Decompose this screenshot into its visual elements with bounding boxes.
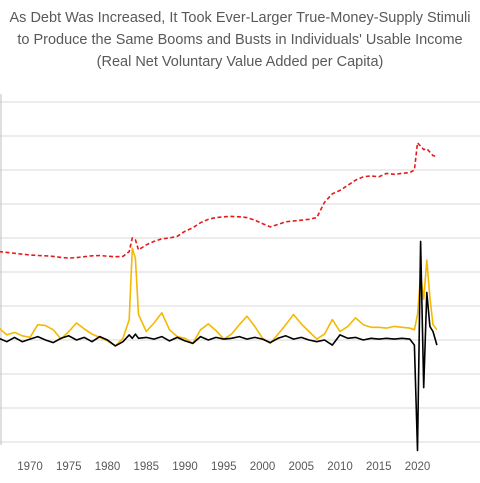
x-tick-label: 1980	[95, 461, 121, 473]
chart-title-line-3: (Real Net Voluntary Value Added per Capi…	[96, 54, 384, 70]
gridlines	[0, 101, 480, 443]
x-tick-label: 2015	[366, 461, 392, 473]
x-tick-label: 1985	[133, 461, 159, 473]
chart-title: As Debt Was Increased, It Took Ever-Larg…	[0, 0, 480, 80]
x-tick-label: 2020	[405, 461, 431, 473]
x-tick-label: 2000	[250, 461, 276, 473]
black-series-line	[0, 240, 438, 452]
x-tick-label: 1995	[211, 461, 237, 473]
red-dashed-series-line	[0, 142, 438, 259]
chart-title-line-2: to Produce the Same Booms and Busts in I…	[17, 32, 463, 48]
x-tick-label: 1975	[56, 461, 82, 473]
chart-title-line-1: As Debt Was Increased, It Took Ever-Larg…	[9, 10, 471, 26]
x-tick-label: 2010	[327, 461, 353, 473]
x-tick-label: 2005	[288, 461, 314, 473]
series-layer	[0, 142, 438, 452]
yellow-series-line	[0, 247, 438, 347]
x-axis-ticks: 1970 1975 1980 1985 1990 1995 2000 2005 2010 2015…	[17, 461, 430, 473]
x-tick-label: 1970	[17, 461, 43, 473]
x-tick-label: 1990	[172, 461, 198, 473]
